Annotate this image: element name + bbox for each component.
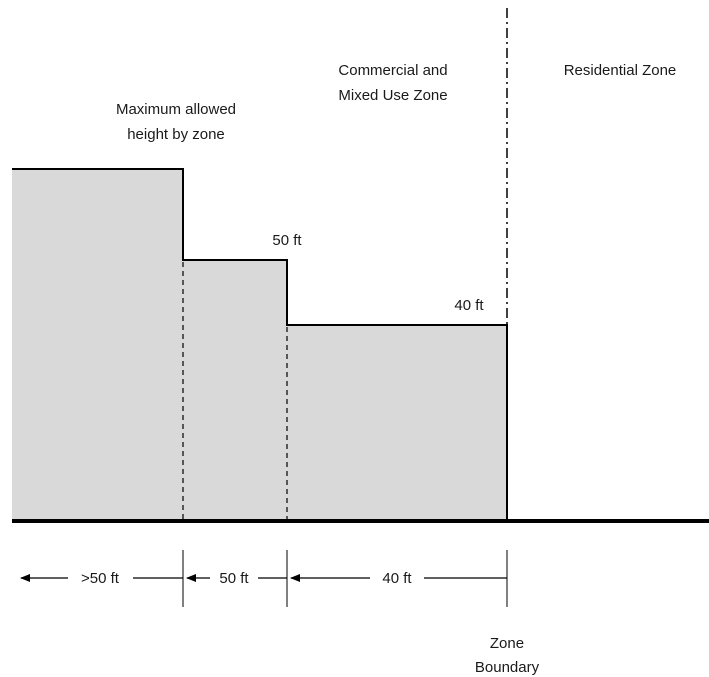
label-height-50: 50 ft bbox=[272, 232, 302, 249]
label-dist-gt50: >50 ft bbox=[81, 570, 120, 587]
label-dist-50: 50 ft bbox=[219, 570, 249, 587]
label-commercial-line2: Mixed Use Zone bbox=[338, 87, 447, 104]
label-max-height-line1: Maximum allowed bbox=[116, 101, 236, 118]
label-dist-40: 40 ft bbox=[382, 570, 412, 587]
label-height-40: 40 ft bbox=[454, 297, 484, 314]
label-commercial-line1: Commercial and bbox=[338, 62, 447, 79]
label-boundary-line2: Boundary bbox=[475, 659, 540, 676]
block-40ft-zone bbox=[287, 325, 507, 521]
block-50ft-zone bbox=[183, 260, 287, 521]
height-profile-outline bbox=[12, 168, 508, 521]
label-residential-zone: Residential Zone bbox=[564, 62, 677, 79]
block-tall-zone bbox=[12, 169, 183, 521]
label-boundary-line1: Zone bbox=[490, 635, 524, 652]
label-max-height-line2: height by zone bbox=[127, 126, 225, 143]
